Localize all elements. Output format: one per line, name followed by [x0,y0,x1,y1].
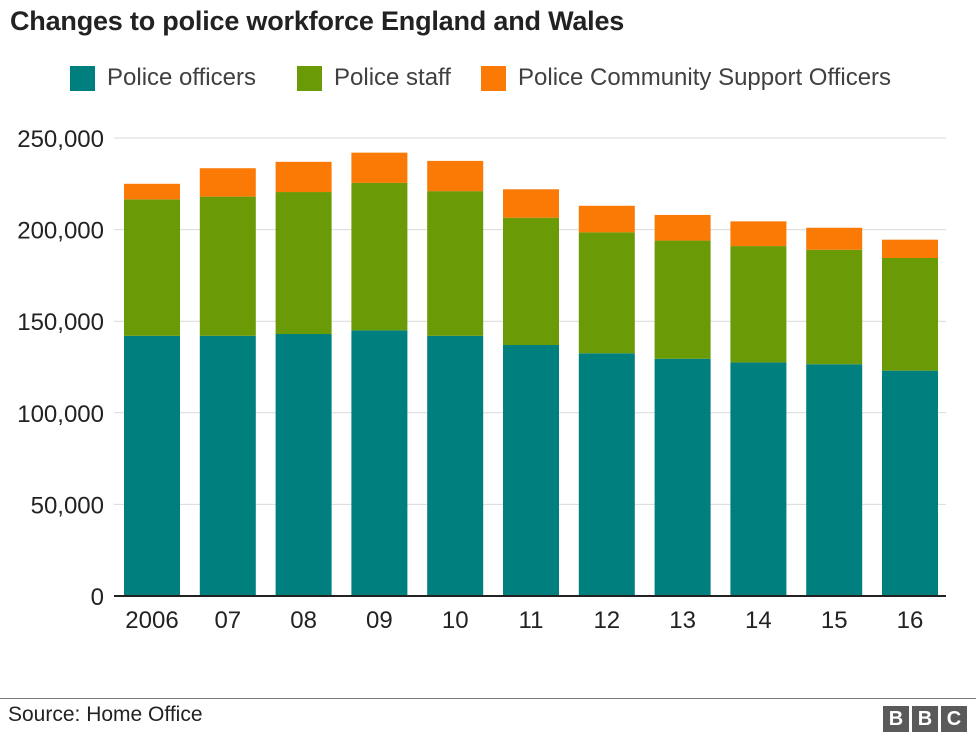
bar-segment-police-staff [427,191,484,336]
bar-segment-pcso [503,189,559,218]
bar-segment-pcso [882,239,938,258]
footer-divider [0,698,976,699]
y-tick-label: 200,000 [17,218,104,245]
bar-segment-police-staff [199,196,256,336]
bar-segment-pcso [351,152,408,183]
bar-segment-pcso [654,214,711,241]
x-tick-label: 10 [442,607,469,634]
bar-segment-police-officers [730,362,787,596]
bar-segment-police-staff [578,232,635,354]
bar-segment-pcso [730,221,787,247]
bar-segment-police-officers [351,330,408,596]
x-tick-label: 2006 [125,607,178,634]
bar-segment-police-staff [806,249,863,365]
bar-segment-police-staff [654,240,711,359]
bar-segment-police-staff [882,257,938,371]
legend-item-police-staff: Police staff [297,64,451,92]
bar-segment-pcso [806,227,863,250]
legend-label-police-officers: Police officers [107,64,256,91]
bbc-logo-letter: B [912,706,938,732]
bbc-logo: B B C [883,706,967,732]
y-tick-label: 0 [91,584,104,611]
legend-item-police-officers: Police officers [70,64,256,92]
chart-title: Changes to police workforce England and … [10,6,625,36]
x-tick-label: 07 [214,607,241,634]
bar-segment-police-officers [124,335,180,596]
x-tick-label: 12 [593,607,620,634]
bar-segment-police-staff [730,246,787,363]
bar-segment-police-officers [503,345,559,596]
x-tick-label: 13 [669,607,696,634]
bar-segment-pcso [275,161,332,193]
legend-item-pcso: Police Community Support Officers [481,64,891,92]
bar-segment-pcso [124,183,180,200]
stacked-bar-chart: 0 50,000 100,000 150,000 200,000 250,000 2006 0… [17,126,946,634]
x-tick-label: 16 [897,607,924,634]
bar-segment-police-officers [578,353,635,596]
bar-segment-police-officers [199,335,256,596]
bar-segment-police-officers [654,358,711,596]
bar-segment-police-staff [503,217,559,346]
bbc-logo-letter: C [941,706,967,732]
y-tick-label: 150,000 [17,309,104,336]
bar-segment-police-officers [806,364,863,596]
bar-segment-pcso [427,160,484,192]
bar-segment-police-staff [275,192,332,335]
legend-swatch-pcso [481,65,506,91]
legend: Police officers Police staff Police Comm… [0,64,976,96]
bar-segment-police-officers [427,335,484,596]
x-tick-label: 08 [290,607,317,634]
bar-segment-police-staff [124,199,180,336]
bbc-logo-letter: B [883,706,909,732]
bar-segment-pcso [199,168,256,197]
bar-segment-police-staff [351,182,408,331]
bar-segment-police-officers [275,334,332,596]
legend-label-pcso: Police Community Support Officers [518,64,892,91]
x-tick-label: 09 [366,607,393,634]
x-tick-label: 11 [519,607,544,634]
legend-swatch-police-officers [70,65,95,91]
x-tick-label: 15 [821,607,848,634]
x-tick-label: 14 [745,607,772,634]
y-tick-label: 50,000 [31,492,104,519]
bar-segment-police-officers [882,370,938,596]
legend-swatch-police-staff [297,65,322,91]
y-tick-label: 100,000 [17,401,104,428]
y-tick-label: 250,000 [17,126,104,153]
bar-segment-pcso [578,205,635,233]
legend-label-police-staff: Police staff [334,64,451,91]
source-note: Source: Home Office [8,703,203,726]
